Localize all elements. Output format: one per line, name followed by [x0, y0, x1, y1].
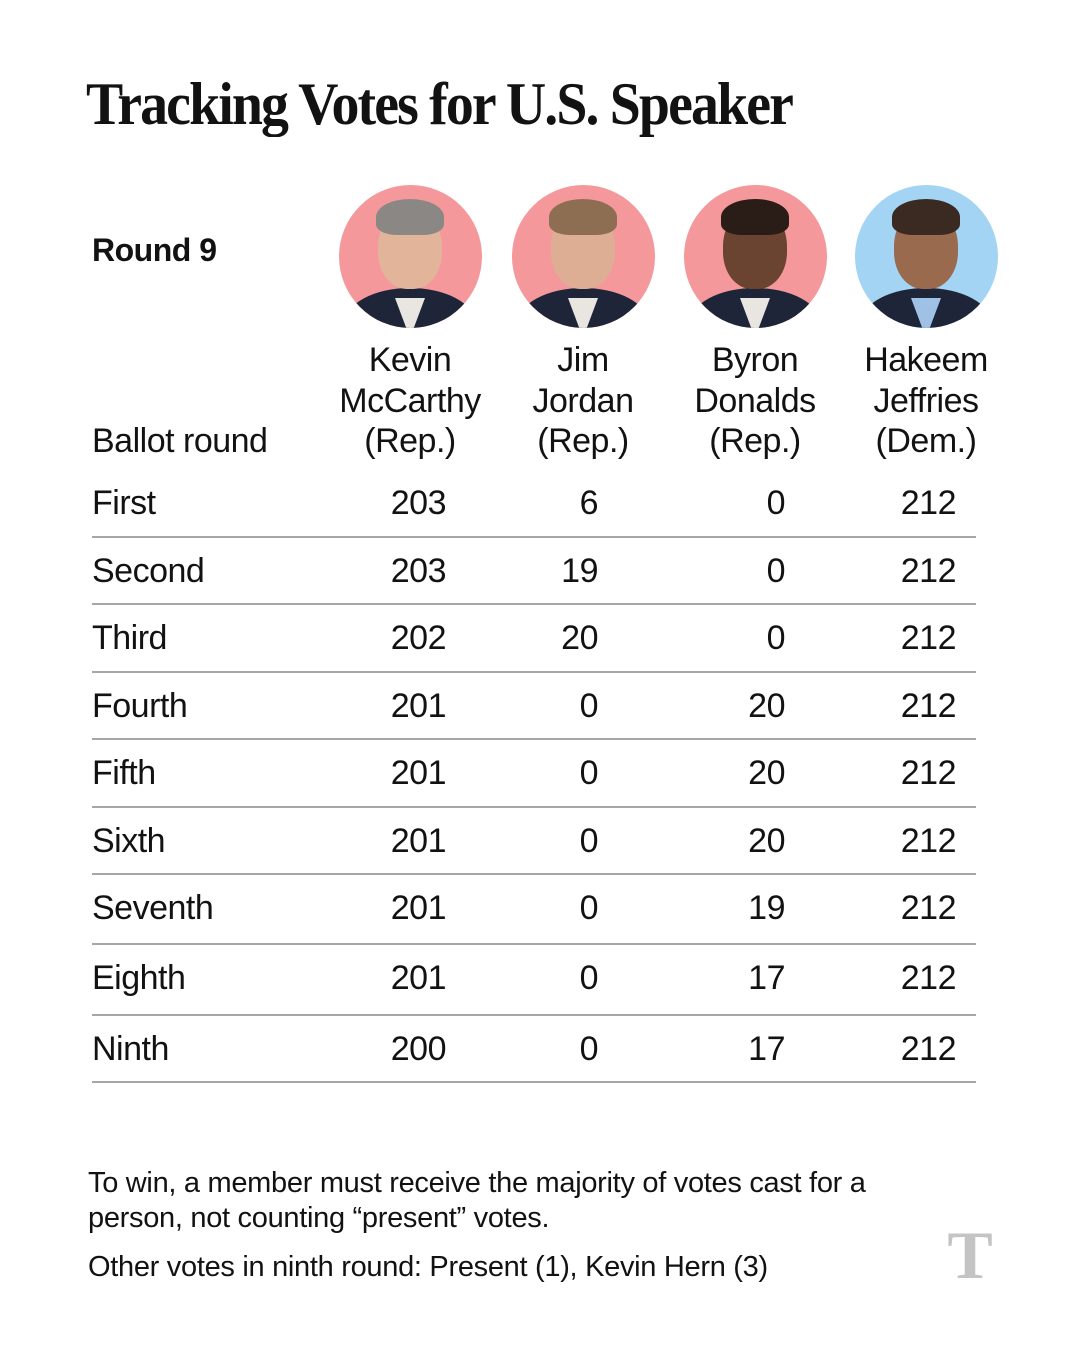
round-name: Second [92, 551, 205, 590]
candidate-jeffries: Hakeem Jeffries (Dem.) [841, 185, 1011, 462]
donalds-votes: 17 [748, 1030, 785, 1068]
jeffries-votes: 212 [900, 1030, 957, 1068]
votes-table: First 203 6 0 212 Second 203 19 0 212 Th… [92, 470, 976, 1083]
jordan-votes: 19 [561, 551, 598, 590]
jeffries-votes: 212 [900, 959, 957, 997]
round-name: Sixth [92, 821, 166, 860]
round-name: Third [92, 619, 167, 657]
jeffries-votes: 212 [900, 686, 957, 725]
candidate-name: Kevin McCarthy (Rep.) [339, 341, 481, 460]
round-label: Round 9 [92, 232, 217, 268]
table-row: Third 202 20 0 212 [92, 605, 976, 673]
jordan-votes: 6 [579, 484, 599, 522]
candidate-donalds: Byron Donalds (Rep.) [670, 185, 840, 462]
round-name: Seventh [92, 889, 214, 927]
avatar-jeffries [854, 185, 998, 328]
jordan-votes: 0 [579, 686, 599, 725]
mccarthy-votes: 201 [390, 889, 447, 927]
round-name: First [92, 484, 156, 522]
mccarthy-votes: 201 [390, 959, 447, 997]
mccarthy-votes: 201 [390, 686, 447, 725]
table-row: Eighth 201 0 17 212 [92, 945, 976, 1016]
page-title: Tracking Votes for U.S. Speaker [86, 71, 794, 137]
jeffries-votes: 212 [900, 551, 957, 590]
candidate-name: Jim Jordan (Rep.) [532, 341, 634, 460]
donalds-votes: 0 [766, 551, 786, 590]
table-row: Fifth 201 0 20 212 [92, 740, 976, 808]
table-row: Seventh 201 0 19 212 [92, 875, 976, 945]
jordan-votes: 0 [579, 754, 599, 792]
donalds-votes: 0 [766, 619, 786, 657]
jeffries-votes: 212 [900, 619, 957, 657]
candidate-mccarthy: Kevin McCarthy (Rep.) [325, 185, 495, 462]
jeffries-votes: 212 [900, 754, 957, 792]
table-row: Ninth 200 0 17 212 [92, 1016, 976, 1083]
ballot-round-header: Ballot round [92, 422, 268, 460]
mccarthy-votes: 201 [390, 821, 447, 860]
round-name: Eighth [92, 959, 186, 997]
mccarthy-votes: 203 [390, 484, 447, 522]
candidate-name: Hakeem Jeffries (Dem.) [864, 341, 988, 460]
mccarthy-votes: 203 [390, 551, 447, 590]
table-row: Second 203 19 0 212 [92, 538, 976, 605]
table-row: First 203 6 0 212 [92, 470, 976, 538]
candidate-name: Byron Donalds (Rep.) [694, 341, 816, 460]
jordan-votes: 20 [561, 619, 598, 657]
round-name: Ninth [92, 1030, 169, 1068]
donalds-votes: 0 [766, 484, 786, 522]
donalds-votes: 19 [748, 889, 785, 927]
donalds-votes: 20 [748, 821, 785, 860]
jeffries-votes: 212 [900, 484, 957, 522]
jeffries-votes: 212 [900, 821, 957, 860]
table-row: Fourth 201 0 20 212 [92, 673, 976, 740]
majority-rule-note: To win, a member must receive the majori… [88, 1167, 866, 1234]
avatar-jordan [511, 185, 655, 328]
donalds-votes: 17 [748, 959, 785, 997]
table-row: Sixth 201 0 20 212 [92, 808, 976, 875]
round-name: Fifth [92, 754, 156, 792]
jordan-votes: 0 [579, 1030, 599, 1068]
donalds-votes: 20 [748, 754, 785, 792]
round-name: Fourth [92, 686, 188, 725]
nyt-logo-icon: T [947, 1217, 993, 1293]
mccarthy-votes: 200 [390, 1030, 447, 1068]
avatar-donalds [683, 185, 827, 328]
mccarthy-votes: 202 [390, 619, 447, 657]
jordan-votes: 0 [579, 889, 599, 927]
jordan-votes: 0 [579, 821, 599, 860]
mccarthy-votes: 201 [390, 754, 447, 792]
candidate-jordan: Jim Jordan (Rep.) [498, 185, 668, 462]
avatar-mccarthy [338, 185, 482, 328]
jordan-votes: 0 [579, 959, 599, 997]
jeffries-votes: 212 [900, 889, 957, 927]
donalds-votes: 20 [748, 686, 785, 725]
other-votes-note: Other votes in ninth round: Present (1),… [88, 1251, 768, 1283]
